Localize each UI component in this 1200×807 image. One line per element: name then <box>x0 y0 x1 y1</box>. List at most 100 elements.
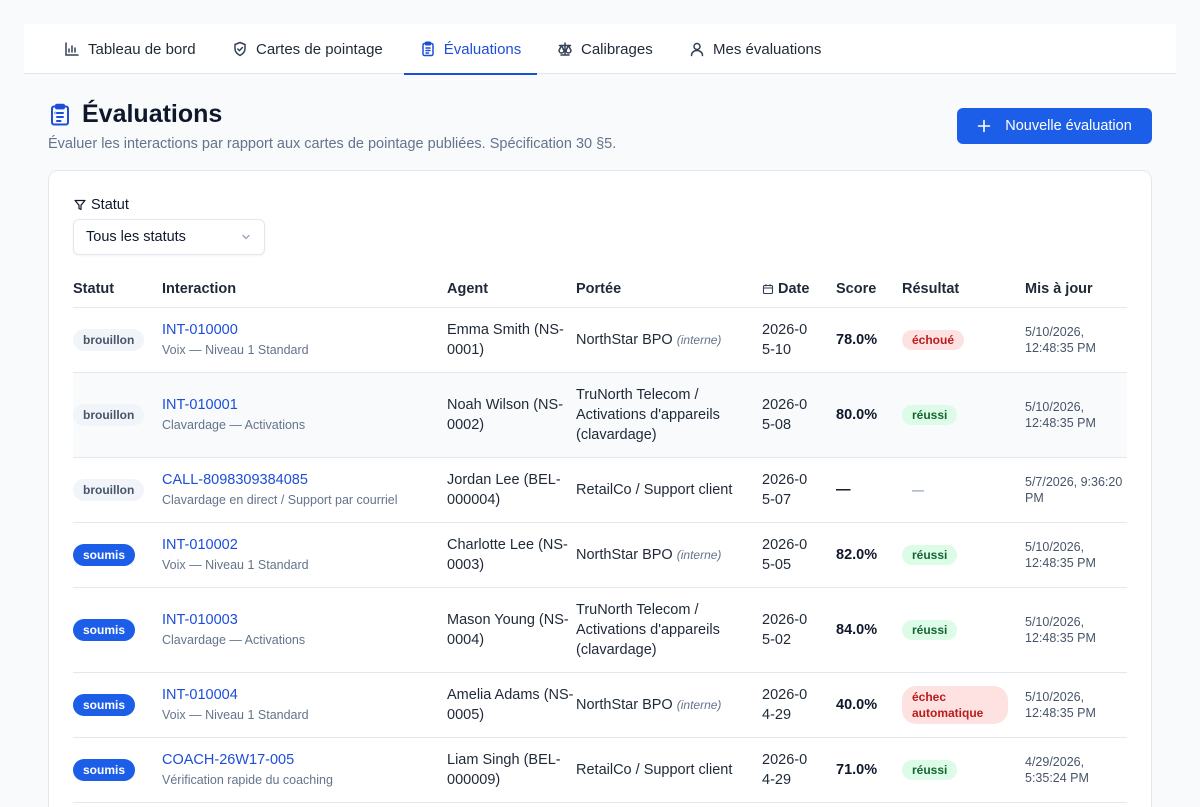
user-icon <box>690 42 704 57</box>
scope-note: (interne) <box>676 547 722 562</box>
result-badge: échec automatique <box>902 685 1008 724</box>
tab-label: Évaluations <box>443 40 522 58</box>
new-evaluation-label: Nouvelle évaluation <box>1005 118 1132 134</box>
result-cell: échec automatique <box>902 672 1025 738</box>
updated-cell: 5/10/2026, 12:48:35 PM <box>1025 307 1127 373</box>
updated-cell: 5/10/2026, 12:48:35 PM <box>1025 372 1127 458</box>
column-header-interaction[interactable]: Interaction <box>162 271 447 308</box>
status-cell: soumis <box>73 522 162 588</box>
column-header-result[interactable]: Résultat <box>902 271 1025 308</box>
result-cell: — <box>902 457 1025 523</box>
table-row[interactable]: soumis INT-010003 Clavardage — Activations… <box>73 587 1127 673</box>
result-badge: réussi <box>902 544 958 565</box>
interaction-cell: INT-010000 Voix — Niveau 1 Standard <box>162 307 447 373</box>
interaction-subtitle: Clavardage en direct / Support par courr… <box>162 492 398 507</box>
interaction-cell: INT-010002 Voix — Niveau 1 Standard <box>162 522 447 588</box>
interaction-link[interactable]: INT-010001 <box>162 396 238 413</box>
status-badge: brouillon <box>73 328 145 351</box>
table-header-row: Statut Interaction Agent Portée Date Sco… <box>73 271 1127 308</box>
date-cell: 2026-04-29 <box>762 672 836 738</box>
page-title: Évaluations <box>48 100 222 129</box>
status-badge: soumis <box>73 618 136 641</box>
interaction-link[interactable]: INT-010004 <box>162 686 238 703</box>
interaction-subtitle: Clavardage — Activations <box>162 632 306 647</box>
score-cell: 84.0% <box>836 587 902 673</box>
result-badge: — <box>912 482 924 497</box>
status-badge: soumis <box>73 758 136 781</box>
table-row[interactable]: soumis INT-010002 Voix — Niveau 1 Standard… <box>73 522 1127 588</box>
tab-calibrations[interactable]: Calibrages <box>557 24 653 74</box>
interaction-subtitle: Voix — Niveau 1 Standard <box>162 707 309 722</box>
scope-text: RetailCo / Support client <box>576 761 733 778</box>
new-evaluation-button[interactable]: Nouvelle évaluation <box>957 108 1152 144</box>
tab-evaluations[interactable]: Évaluations <box>404 24 537 75</box>
chevron-down-icon <box>242 234 250 240</box>
tab-scorecards[interactable]: Cartes de pointage <box>232 24 383 74</box>
scope-cell: TruNorth Telecom / Activations d'apparei… <box>576 587 762 673</box>
interaction-link[interactable]: CALL-8098309384085 <box>162 471 308 488</box>
date-text: 2026-05-07 <box>762 471 808 508</box>
scope-cell: NorthStar BPO (interne) <box>576 522 762 588</box>
table-row[interactable]: brouillon INT-010000 Voix — Niveau 1 Stand… <box>73 307 1127 373</box>
interaction-subtitle: Clavardage — Activations <box>162 417 306 432</box>
shield-check-icon <box>234 41 246 57</box>
scope-cell: NorthStar BPO (interne) <box>576 672 762 738</box>
status-cell: soumis <box>73 672 162 738</box>
interaction-link[interactable]: INT-010002 <box>162 536 238 553</box>
column-header-scope[interactable]: Portée <box>576 271 762 308</box>
status-badge: soumis <box>73 543 136 566</box>
tab-my-evaluations[interactable]: Mes évaluations <box>689 24 821 74</box>
scope-text: RetailCo / Support client <box>576 481 733 498</box>
status-cell: soumis <box>73 737 162 803</box>
score-cell: 80.0% <box>836 372 902 458</box>
clipboard-list-icon <box>421 41 434 57</box>
column-header-updated[interactable]: Mis à jour <box>1025 271 1127 308</box>
result-cell: réussi <box>902 372 1025 458</box>
interaction-link[interactable]: COACH-26W17-005 <box>162 751 295 768</box>
date-text: 2026-05-02 <box>762 611 808 648</box>
score-cell: 40.0% <box>836 672 902 738</box>
scope-text: NorthStar BPO <box>576 331 673 348</box>
column-header-score[interactable]: Score <box>836 271 902 308</box>
status-cell: brouillon <box>73 457 162 523</box>
date-cell: 2026-05-10 <box>762 307 836 373</box>
tab-label: Cartes de pointage <box>256 40 383 58</box>
score-cell: — <box>836 457 902 523</box>
plus-icon <box>977 119 991 133</box>
column-header-agent[interactable]: Agent <box>447 271 576 308</box>
updated-cell: 5/10/2026, 12:48:35 PM <box>1025 587 1127 673</box>
table-row[interactable]: soumis INT-010004 Voix — Niveau 1 Standard… <box>73 672 1127 738</box>
agent-cell: Noah Wilson (NS-0002) <box>447 372 576 458</box>
column-header-date[interactable]: Date <box>762 271 836 308</box>
result-badge: réussi <box>902 759 958 780</box>
status-badge: soumis <box>73 693 136 716</box>
table-row[interactable]: soumis COACH-26W17-005 Vérification rapide… <box>73 737 1127 803</box>
bar-chart-icon <box>65 42 79 56</box>
agent-cell: Emma Smith (NS-0001) <box>447 307 576 373</box>
evaluations-table: Statut Interaction Agent Portée Date Sco… <box>73 271 1127 803</box>
scope-cell: RetailCo / Support client <box>576 457 762 523</box>
date-text: 2026-05-08 <box>762 396 808 433</box>
result-cell: réussi <box>902 587 1025 673</box>
date-text: 2026-04-29 <box>762 686 808 723</box>
status-filter-label: Statut <box>74 197 129 213</box>
result-cell: échoué <box>902 307 1025 373</box>
table-row[interactable]: brouillon CALL-8098309384085 Clavardage en… <box>73 457 1127 523</box>
date-cell: 2026-04-29 <box>762 737 836 803</box>
scope-cell: RetailCo / Support client <box>576 737 762 803</box>
date-cell: 2026-05-08 <box>762 372 836 458</box>
date-cell: 2026-05-05 <box>762 522 836 588</box>
page-title-text: Évaluations <box>82 100 223 128</box>
date-text: 2026-04-29 <box>762 751 808 788</box>
top-nav: Tableau de bord Cartes de pointage Évalu… <box>24 24 1176 75</box>
status-filter-select[interactable]: Tous les statuts <box>73 219 265 255</box>
table-row[interactable]: brouillon INT-010001 Clavardage — Activati… <box>73 372 1127 458</box>
column-header-status[interactable]: Statut <box>73 271 162 308</box>
interaction-link[interactable]: INT-010003 <box>162 611 238 628</box>
status-cell: brouillon <box>73 372 162 458</box>
scale-icon <box>558 42 572 56</box>
tab-dashboard[interactable]: Tableau de bord <box>64 24 196 74</box>
score-cell: 78.0% <box>836 307 902 373</box>
interaction-link[interactable]: INT-010000 <box>162 321 238 338</box>
tab-label: Tableau de bord <box>88 40 196 58</box>
